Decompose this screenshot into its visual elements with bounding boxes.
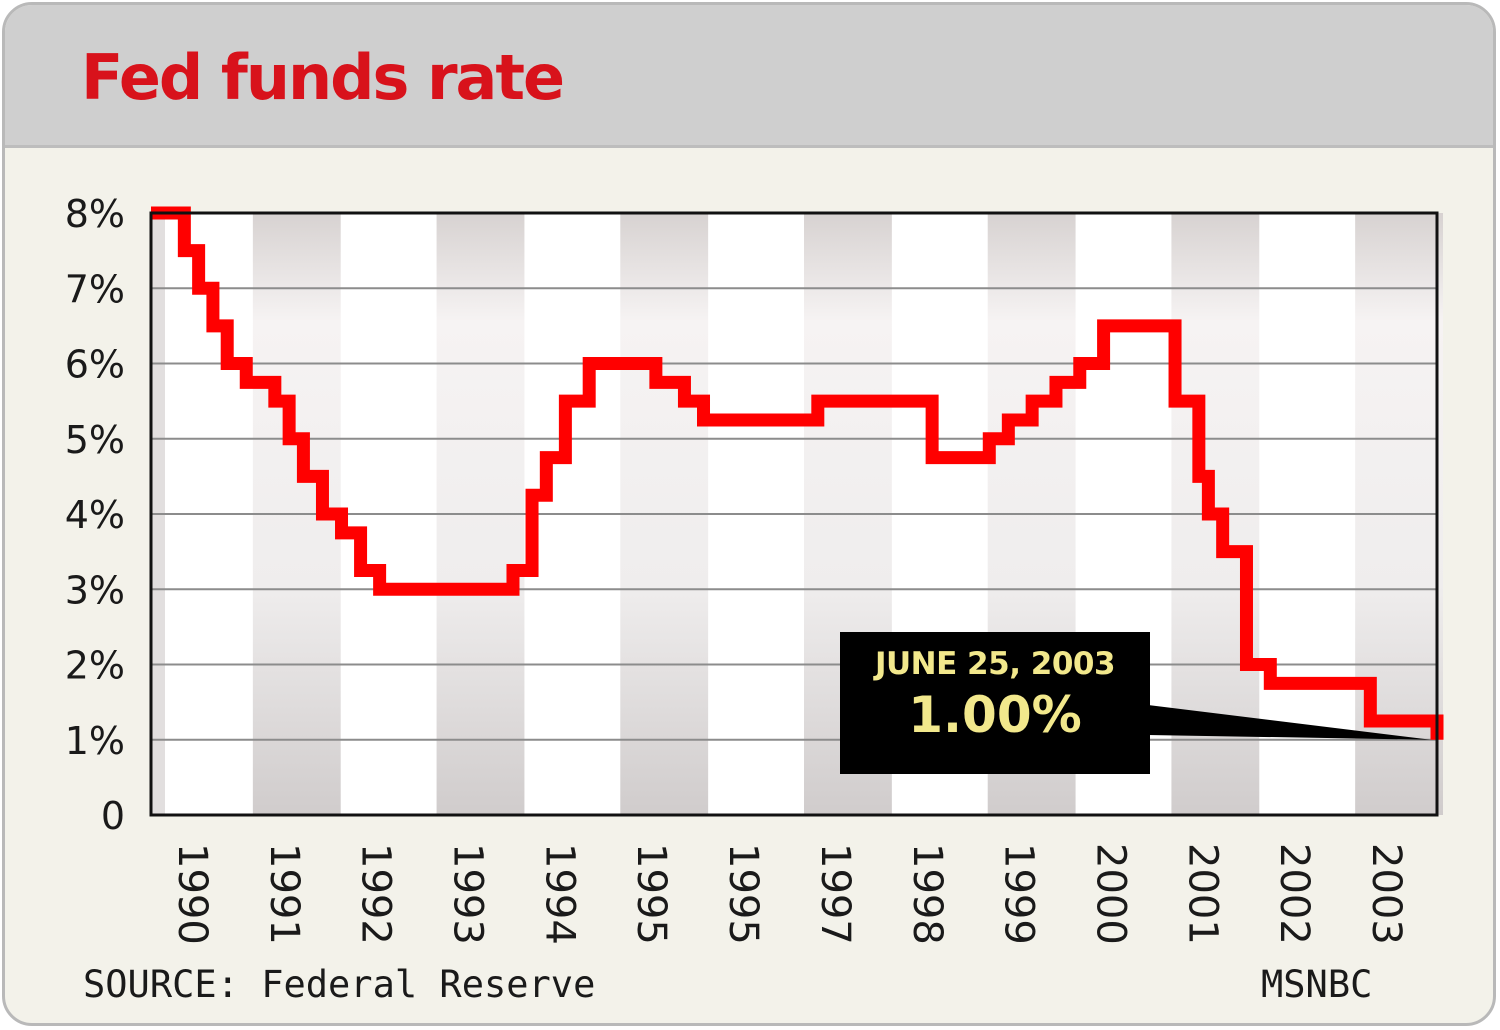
rate-callout: JUNE 25, 2003 1.00% (840, 632, 1150, 774)
y-tick-label: 5% (65, 418, 125, 462)
y-tick-label: 4% (65, 493, 125, 537)
x-tick-label: 1991 (261, 843, 307, 945)
x-tick-label: 1999 (996, 843, 1042, 945)
title-bar: Fed funds rate (5, 5, 1493, 148)
x-tick-label: 2001 (1179, 843, 1225, 945)
callout-value: 1.00% (908, 686, 1082, 744)
y-tick-label: 0 (101, 794, 125, 838)
x-tick-label: 1998 (904, 843, 950, 945)
x-tick-label: 2002 (1271, 843, 1317, 945)
source-note: SOURCE: Federal Reserve (83, 963, 596, 1006)
y-tick-label: 7% (65, 267, 125, 311)
y-tick-label: 3% (65, 568, 125, 612)
x-tick-label: 2000 (1088, 843, 1134, 945)
x-tick-label: 1997 (812, 843, 858, 945)
y-tick-label: 2% (65, 644, 125, 688)
plot-frame (149, 211, 1439, 817)
fed-funds-rate-line (151, 206, 1444, 740)
y-tick-label: 6% (65, 343, 125, 387)
x-tick-label: 1994 (536, 843, 582, 945)
x-tick-label: 1995 (720, 843, 766, 945)
x-tick-label: 1992 (353, 843, 399, 945)
chart-title: Fed funds rate (81, 41, 565, 114)
y-tick-label: 8% (65, 192, 125, 236)
callout-pointer (1148, 705, 1431, 740)
x-tick-label: 1990 (169, 843, 215, 945)
x-tick-label: 2003 (1363, 843, 1409, 945)
credit-label: MSNBC (1261, 963, 1373, 1006)
x-tick-label: 1993 (445, 843, 491, 945)
callout-date: JUNE 25, 2003 (874, 646, 1116, 682)
x-tick-label: 1995 (628, 843, 674, 945)
y-tick-label: 1% (65, 719, 125, 763)
fed-funds-chart: 0 1% 2% 3% 4% 5% 6% 7% 8% 1990 1991 1992 1993 1994 19… (65, 192, 1444, 945)
